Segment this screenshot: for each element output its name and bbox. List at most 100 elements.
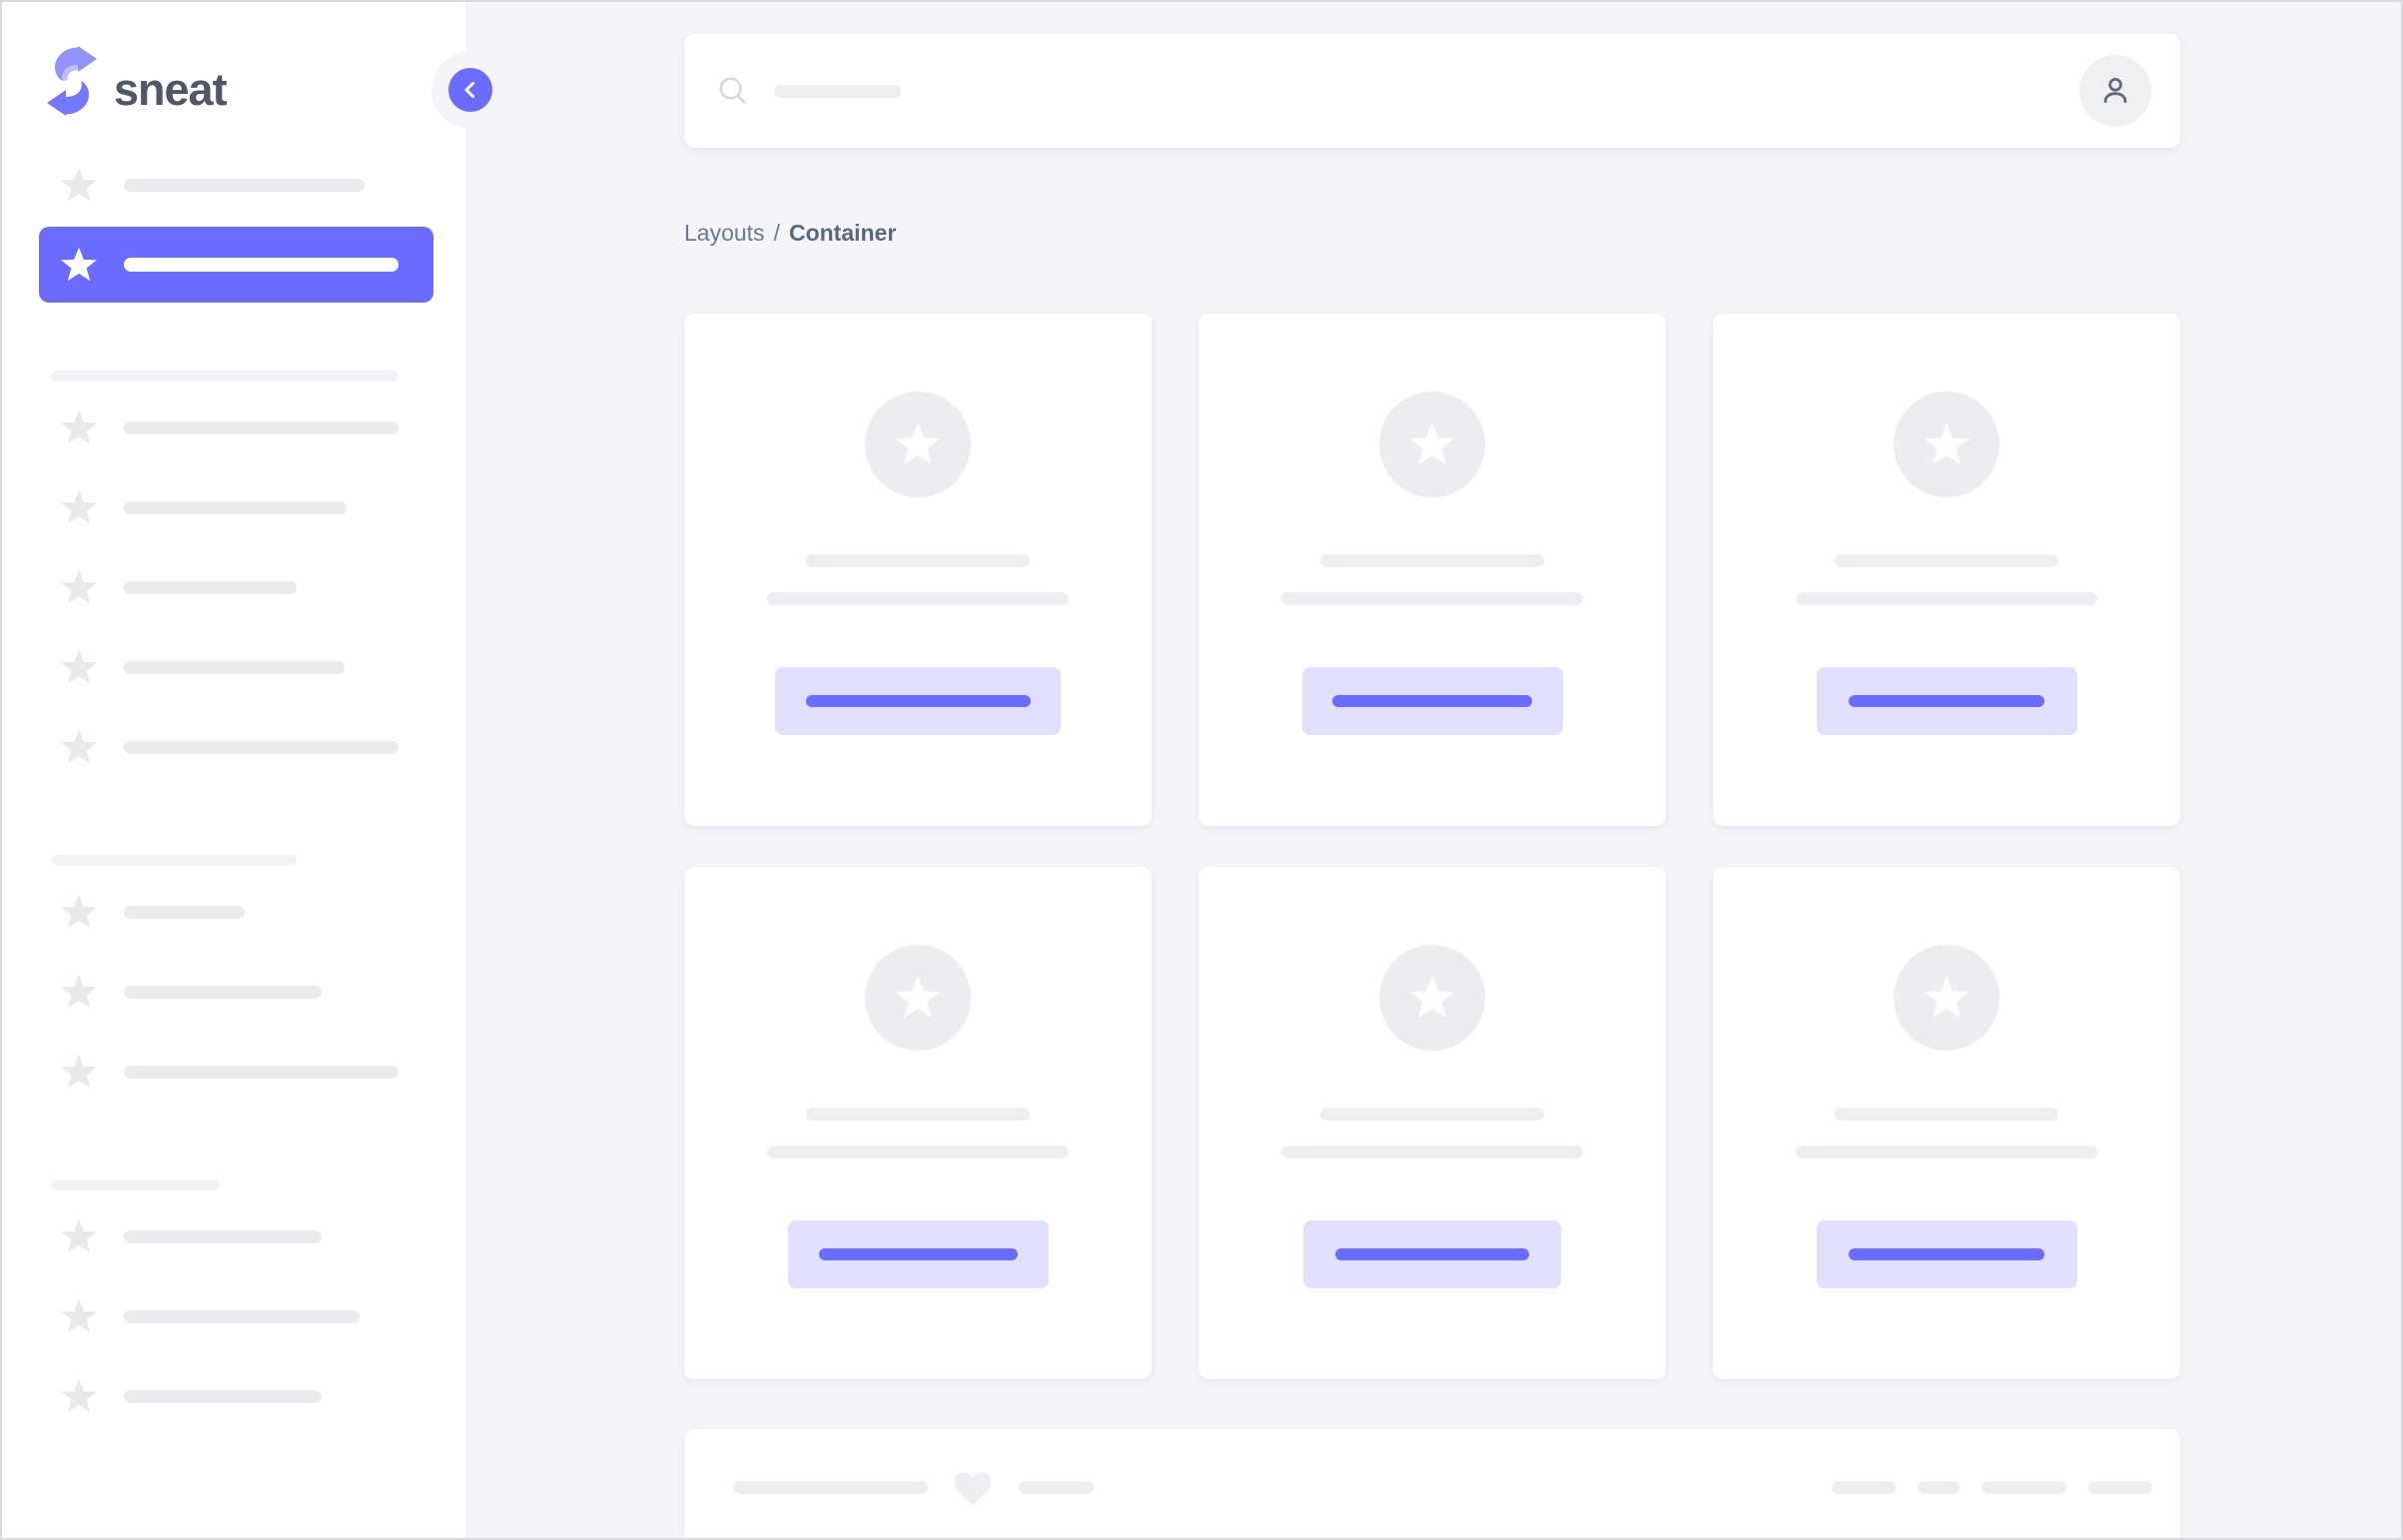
- card-action-button[interactable]: [1301, 667, 1563, 735]
- card-text-skeleton: [1281, 1146, 1583, 1158]
- star-icon: [61, 894, 97, 929]
- menu-item-label-skeleton: [124, 420, 399, 434]
- breadcrumb-current: Container: [788, 220, 897, 246]
- main-content: Layouts / Container: [684, 2, 2180, 1538]
- button-label-skeleton: [1849, 695, 2044, 707]
- card-text-skeleton: [1796, 592, 2097, 605]
- sidebar-menu-item[interactable]: [39, 952, 433, 1032]
- card-text-skeleton: [767, 592, 1069, 605]
- sidebar-menu-item[interactable]: [39, 387, 433, 467]
- brand[interactable]: sneat: [45, 44, 228, 118]
- star-icon: [61, 1378, 97, 1413]
- sidebar-menu-item[interactable]: [39, 547, 433, 627]
- card-title-skeleton: [806, 1108, 1030, 1121]
- like-count-skeleton: [1019, 1481, 1094, 1494]
- sidebar-menu-item[interactable]: [39, 627, 433, 707]
- menu-item-label-skeleton: [124, 500, 347, 514]
- star-avatar: [865, 391, 971, 497]
- top-navbar: [684, 34, 2180, 148]
- heart-icon[interactable]: [952, 1468, 994, 1508]
- card-action-button[interactable]: [1303, 1220, 1561, 1288]
- search-input[interactable]: [718, 34, 2079, 148]
- sidebar-menu-item[interactable]: [39, 1276, 433, 1356]
- menu-section-header-skeleton: [51, 1179, 220, 1190]
- sidebar-menu: [39, 145, 433, 1436]
- menu-item-label-skeleton: [124, 740, 399, 754]
- breadcrumb-parent[interactable]: Layouts: [684, 220, 765, 246]
- star-icon: [61, 569, 97, 604]
- sidebar-menu-item[interactable]: [39, 227, 433, 303]
- card-action-button[interactable]: [775, 667, 1061, 735]
- skeleton-card: [684, 314, 1152, 826]
- sidebar-menu-item[interactable]: [39, 1356, 433, 1436]
- card-text-skeleton: [767, 1146, 1069, 1158]
- menu-item-label-skeleton: [124, 1309, 360, 1323]
- sidebar: sneat: [2, 2, 492, 1538]
- menu-item-label-skeleton: [124, 905, 245, 919]
- star-icon: [61, 1054, 97, 1089]
- star-icon: [61, 729, 97, 764]
- button-label-skeleton: [1849, 1248, 2044, 1260]
- menu-item-label-skeleton: [124, 985, 322, 999]
- skeleton-card: [1713, 314, 2180, 826]
- card-action-button[interactable]: [1816, 1220, 2077, 1288]
- bottom-card: [684, 1429, 2180, 1538]
- star-icon: [61, 974, 97, 1009]
- card-action-button[interactable]: [787, 1220, 1049, 1288]
- star-icon: [61, 1298, 97, 1333]
- card-action-button[interactable]: [1816, 667, 2077, 735]
- menu-item-label-skeleton: [124, 1389, 322, 1403]
- star-avatar: [1894, 391, 2000, 497]
- star-icon: [895, 976, 941, 1019]
- star-avatar: [1894, 945, 2000, 1051]
- pagination-skeleton-bar: [1918, 1481, 1960, 1494]
- menu-section-header-skeleton: [51, 371, 399, 382]
- sneat-logo-icon: [47, 46, 97, 116]
- menu-section-header-skeleton: [51, 855, 297, 866]
- card-text-skeleton: [1796, 1146, 2097, 1158]
- card-grid: [684, 314, 2180, 1379]
- sidebar-menu-item[interactable]: [39, 467, 433, 547]
- person-icon: [2103, 77, 2127, 104]
- button-label-skeleton: [818, 1248, 1018, 1260]
- button-label-skeleton: [1332, 695, 1532, 707]
- star-icon: [1924, 976, 1970, 1019]
- menu-item-label-skeleton: [124, 580, 297, 594]
- card-title-skeleton: [1320, 1108, 1544, 1121]
- sidebar-menu-item[interactable]: [39, 872, 433, 952]
- menu-item-label-skeleton: [124, 178, 365, 192]
- star-avatar: [865, 945, 971, 1051]
- sidebar-menu-item[interactable]: [39, 1032, 433, 1112]
- pagination-skeleton-bar: [2088, 1481, 2152, 1494]
- pagination-skeleton-bar: [1832, 1481, 1896, 1494]
- skeleton-card: [684, 867, 1152, 1379]
- skeleton-card: [1199, 314, 1666, 826]
- sidebar-menu-item[interactable]: [39, 145, 433, 225]
- star-icon: [895, 422, 941, 465]
- star-avatar: [1379, 391, 1485, 497]
- card-title-skeleton: [1835, 1108, 2058, 1121]
- pagination-skeleton: [1832, 1481, 2152, 1494]
- chevron-left-icon: [464, 82, 474, 98]
- user-profile-button[interactable]: [2079, 55, 2151, 127]
- sidebar-menu-item[interactable]: [39, 707, 433, 787]
- star-icon: [1409, 976, 1455, 1019]
- skeleton-card: [1199, 867, 1666, 1379]
- card-title-skeleton: [1835, 554, 2058, 567]
- sidebar-collapse-button[interactable]: [448, 68, 492, 112]
- star-icon: [1924, 422, 1970, 465]
- menu-item-label-skeleton: [124, 660, 345, 674]
- breadcrumb: Layouts / Container: [684, 220, 2180, 247]
- bottom-title-skeleton: [733, 1481, 928, 1494]
- card-title-skeleton: [1320, 554, 1544, 567]
- search-placeholder-skeleton: [774, 84, 901, 98]
- button-label-skeleton: [805, 695, 1031, 707]
- sidebar-menu-item[interactable]: [39, 1196, 433, 1276]
- search-icon: [719, 77, 746, 104]
- brand-name: sneat: [114, 64, 228, 115]
- button-label-skeleton: [1335, 1248, 1529, 1260]
- card-title-skeleton: [806, 554, 1030, 567]
- star-icon: [61, 167, 97, 202]
- star-avatar: [1379, 945, 1485, 1051]
